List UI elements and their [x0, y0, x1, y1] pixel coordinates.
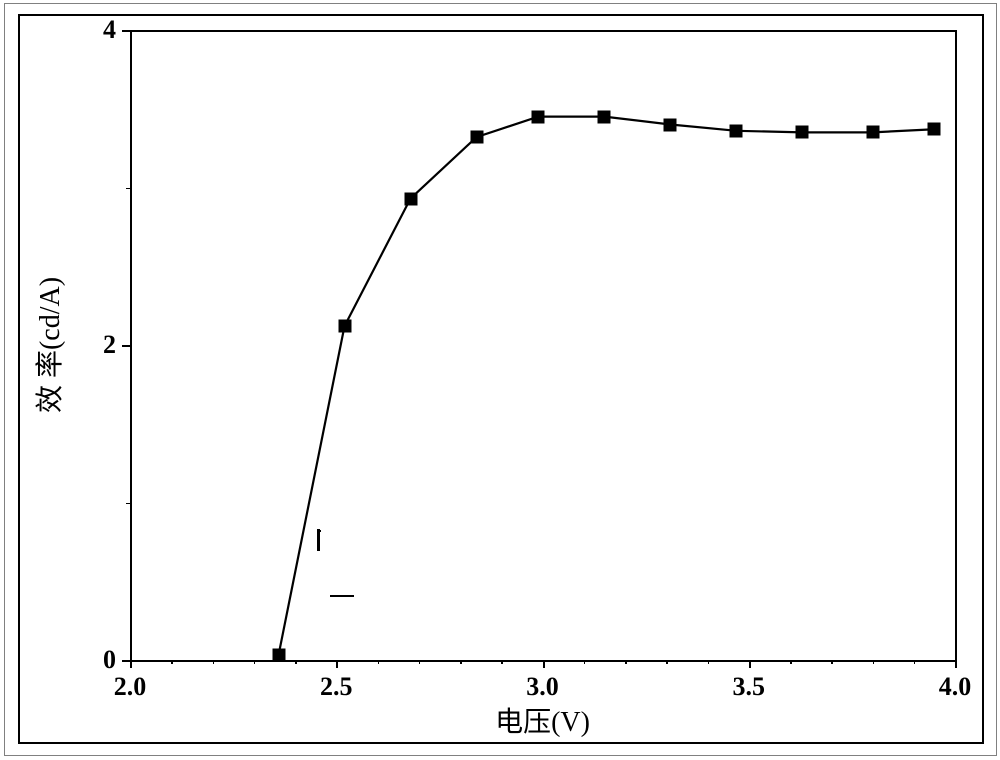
x-minor-tick — [171, 660, 173, 664]
y-minor-tick — [126, 503, 130, 505]
y-tick-label: 2 — [82, 330, 116, 360]
y-tick — [122, 345, 130, 347]
series-line — [279, 117, 935, 656]
x-minor-tick — [460, 660, 462, 664]
axis-line — [955, 30, 957, 662]
x-minor-tick — [584, 660, 586, 664]
data-point-marker — [730, 124, 743, 137]
x-minor-tick — [378, 660, 380, 664]
data-point-marker — [404, 192, 417, 205]
x-minor-tick — [914, 660, 916, 664]
x-tick-label: 3.0 — [526, 672, 559, 702]
x-tick — [543, 660, 545, 668]
y-tick — [122, 30, 130, 32]
data-point-marker — [866, 126, 879, 139]
scan-artifact — [330, 595, 354, 597]
y-axis-label: 效 率(cd/A) — [28, 277, 68, 413]
data-point-marker — [928, 123, 941, 136]
x-minor-tick — [213, 660, 215, 664]
x-minor-tick — [831, 660, 833, 664]
data-point-marker — [598, 110, 611, 123]
x-minor-tick — [708, 660, 710, 664]
y-tick-label: 4 — [82, 15, 116, 45]
x-minor-tick — [873, 660, 875, 664]
data-point-marker — [796, 126, 809, 139]
x-tick-label: 4.0 — [939, 672, 972, 702]
x-tick-label: 3.5 — [733, 672, 766, 702]
x-minor-tick — [501, 660, 503, 664]
scan-artifact — [320, 530, 321, 532]
axis-line — [130, 30, 132, 662]
x-tick — [749, 660, 751, 668]
x-tick — [955, 660, 957, 668]
x-axis-label: 电压(V) — [495, 700, 590, 740]
x-minor-tick — [254, 660, 256, 664]
data-point-marker — [338, 320, 351, 333]
y-tick — [122, 660, 130, 662]
x-tick — [336, 660, 338, 668]
y-tick-label: 0 — [82, 645, 116, 675]
axis-line — [130, 30, 957, 32]
x-minor-tick — [419, 660, 421, 664]
x-minor-tick — [295, 660, 297, 664]
x-tick-label: 2.0 — [114, 672, 147, 702]
y-minor-tick — [126, 188, 130, 190]
chart-line — [0, 0, 1000, 760]
x-minor-tick — [666, 660, 668, 664]
scan-artifact — [317, 529, 320, 551]
data-point-marker — [532, 110, 545, 123]
x-minor-tick — [790, 660, 792, 664]
x-tick — [130, 660, 132, 668]
data-point-marker — [664, 118, 677, 131]
x-tick-label: 2.5 — [320, 672, 353, 702]
x-minor-tick — [625, 660, 627, 664]
data-point-marker — [470, 131, 483, 144]
